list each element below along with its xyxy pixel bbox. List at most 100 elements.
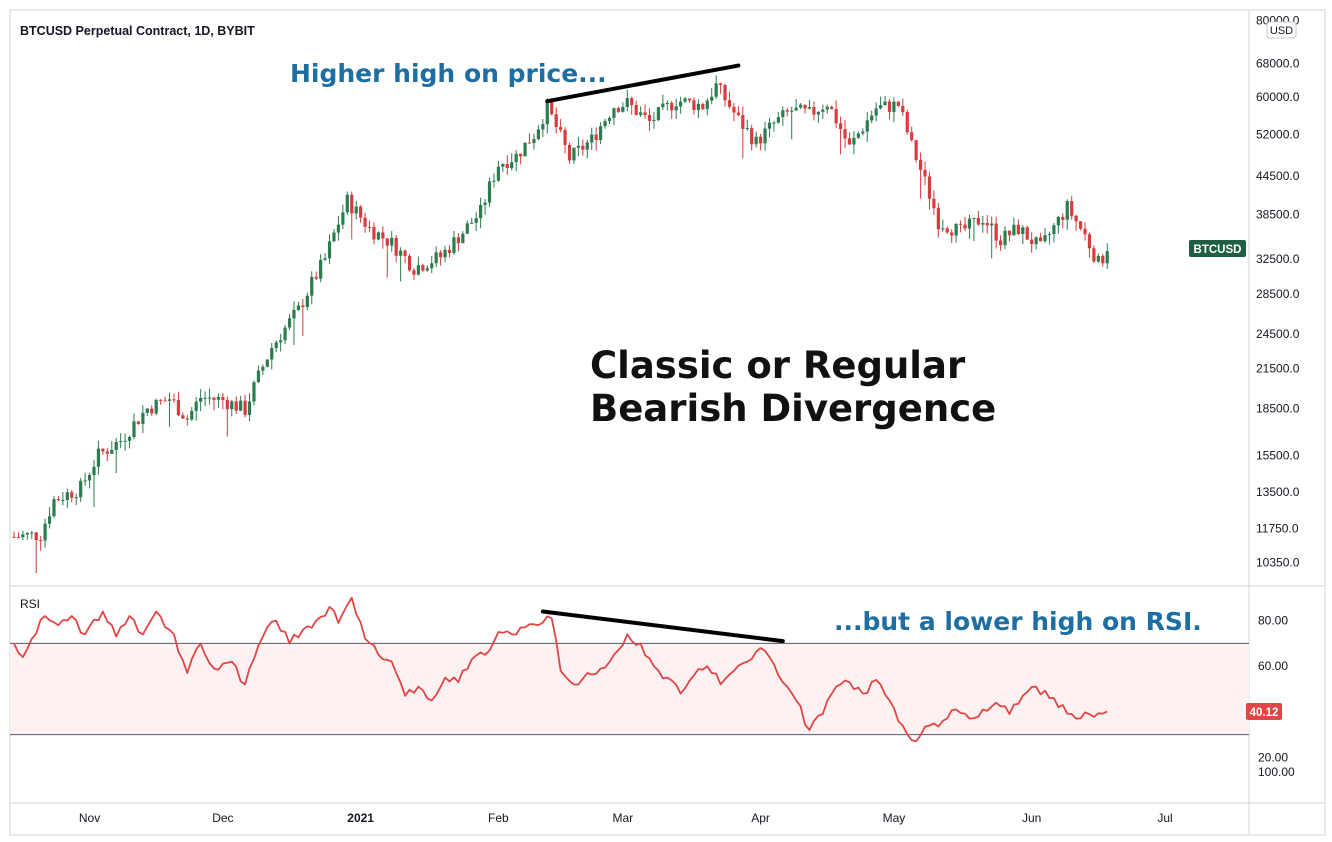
time-tick-label: Dec (212, 811, 233, 825)
currency-unit-badge[interactable]: USD (1266, 21, 1297, 39)
candle-body (1083, 228, 1087, 235)
candle-body (838, 123, 843, 130)
candle-body (563, 129, 567, 145)
candle-body (359, 206, 363, 218)
candle-body (816, 111, 820, 115)
price-tick-label: 10350.0 (1256, 555, 1300, 569)
price-axis[interactable]: 80000.068000.060000.052000.044500.038500… (1256, 14, 1300, 570)
candle-body (874, 108, 878, 116)
candle-body (310, 276, 314, 296)
candle-body (190, 410, 194, 420)
price-tick-label: 18500.0 (1256, 401, 1300, 415)
candle-body (132, 421, 136, 437)
candle-body (1056, 216, 1060, 226)
candle-body (256, 370, 261, 383)
candle-body (1096, 255, 1100, 262)
candle-body (292, 310, 296, 319)
candle-body (825, 106, 829, 110)
chart-title: BTCUSD Perpetual Contract, 1D, BYBIT (20, 24, 255, 38)
candle-body (56, 499, 61, 501)
symbol-badge-label: BTCUSD (1194, 244, 1242, 256)
candle-body (65, 492, 69, 501)
candle-body (221, 397, 225, 400)
candle-body (430, 263, 434, 269)
candle-body (83, 480, 87, 482)
rsi-lower-high-trendline[interactable] (540, 609, 785, 644)
headline-line-1: Classic or Regular (590, 344, 966, 387)
candle-body (47, 516, 52, 524)
candle-body (234, 401, 238, 411)
candle-body (150, 408, 154, 414)
rsi-pane-title: RSI (20, 597, 40, 611)
candle-body (1065, 201, 1069, 220)
candle-body (341, 212, 345, 225)
time-axis[interactable]: Nov Dec 2021 Feb Mar Apr May Jun Jul (79, 811, 1173, 825)
candle-body (692, 100, 696, 111)
candle-body (159, 399, 163, 401)
candle-body (1087, 234, 1092, 249)
candle-body (821, 109, 825, 112)
candle-body (1003, 230, 1007, 246)
candle-body (994, 223, 998, 241)
candle-body (212, 397, 216, 400)
candle-body (261, 366, 265, 371)
candle-body (656, 107, 660, 121)
candle-body (647, 114, 652, 122)
candle-body (367, 226, 372, 228)
candle-body (105, 451, 109, 454)
candle-body (674, 106, 678, 111)
candle-body (639, 112, 643, 115)
candle-body (981, 223, 985, 225)
headline-line-2: Bearish Divergence (590, 387, 996, 430)
time-tick-label: Mar (612, 811, 633, 825)
rsi-last-value-badge[interactable]: 40.12 (1246, 703, 1282, 721)
candle-body (878, 105, 883, 109)
candle-body (754, 136, 758, 145)
candle-body (25, 533, 29, 535)
candle-body (501, 164, 505, 167)
rsi-series (13, 596, 1108, 743)
candle-body (794, 107, 798, 111)
candle-body (141, 412, 145, 424)
candle-body (465, 223, 469, 234)
candle-body (892, 101, 896, 112)
candle-body (403, 250, 407, 257)
candle-body (1012, 224, 1016, 236)
candle-body (394, 237, 398, 256)
candle-body (327, 241, 332, 259)
candle-body (750, 128, 754, 145)
candle-body (527, 142, 532, 144)
candle-body (616, 108, 620, 112)
candle-body (870, 115, 874, 121)
candle-body (21, 534, 25, 538)
candle-body (443, 249, 447, 258)
candle-body (416, 265, 421, 275)
candle-body (901, 105, 905, 113)
rsi-last-value-label: 40.12 (1250, 707, 1279, 719)
candle-body (39, 539, 43, 541)
rsi-tick-label: 80.00 (1258, 614, 1288, 628)
rsi-line (13, 596, 1108, 743)
price-higher-high-trendline[interactable] (545, 63, 741, 104)
candle-body (661, 103, 665, 108)
price-tick-label: 24500.0 (1256, 327, 1300, 341)
candle-body (176, 400, 181, 416)
candle-body (372, 227, 376, 240)
candle-body (883, 101, 887, 106)
price-tick-label: 32500.0 (1256, 252, 1300, 266)
candle-body (807, 107, 812, 109)
candle-body (270, 348, 274, 360)
candle-body (594, 134, 598, 140)
candle-body (710, 96, 714, 101)
candle-body (332, 232, 336, 242)
candle-body (305, 295, 309, 307)
price-tick-label: 21500.0 (1256, 362, 1300, 376)
last-price-symbol-badge[interactable]: BTCUSD (1189, 240, 1246, 257)
candle-body (772, 122, 776, 124)
rsi-tick-label: 60.00 (1258, 659, 1288, 673)
time-tick-label: Jul (1157, 811, 1172, 825)
candle-body (43, 523, 47, 541)
candle-body (603, 121, 607, 127)
